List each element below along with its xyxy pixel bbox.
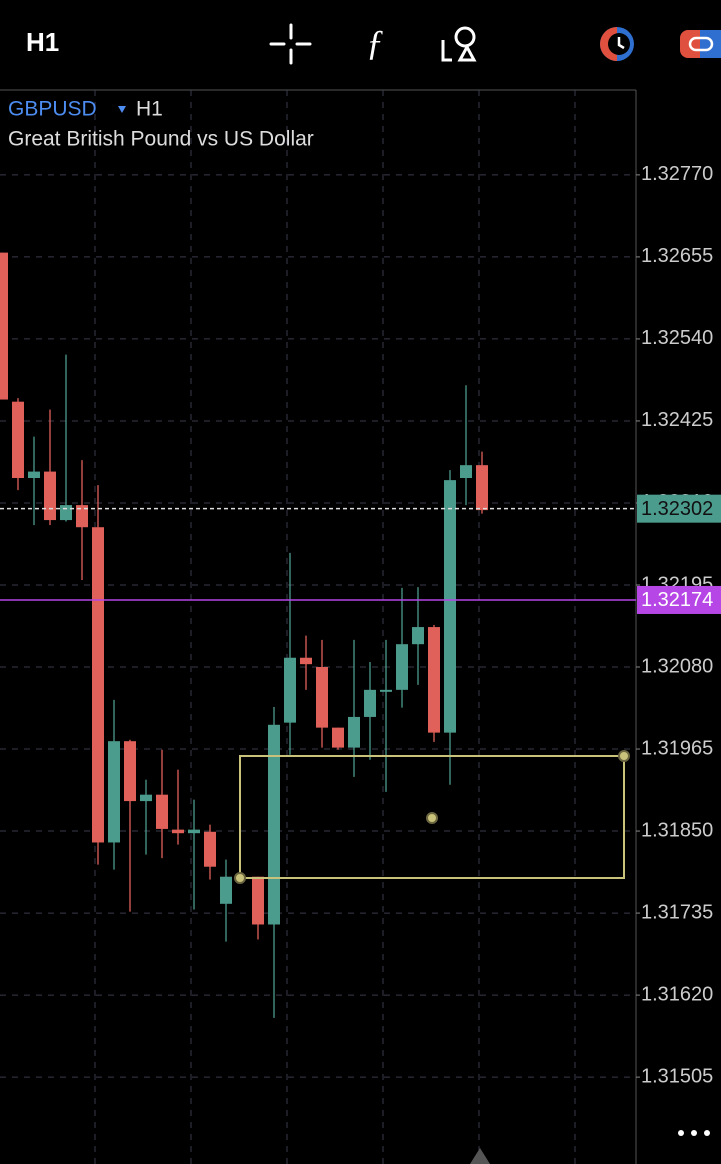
symbol-dropdown[interactable] (118, 106, 126, 113)
symbol[interactable]: GBPUSD (8, 98, 97, 121)
y-tick-label: 1.32425 (641, 409, 713, 431)
y-tick-label: 1.32540 (641, 327, 713, 349)
candle-body (108, 741, 120, 843)
candle-body (444, 480, 456, 733)
candle-body (300, 657, 312, 665)
timeframe-button[interactable]: H1 (26, 27, 59, 57)
level-label: 1.32174 (641, 589, 713, 611)
candle-body (332, 727, 344, 748)
y-tick-label: 1.31850 (641, 819, 713, 841)
candle-body (204, 831, 216, 867)
more-button[interactable] (678, 1130, 710, 1136)
bid-label: 1.32302 (641, 498, 713, 520)
candle-body (476, 465, 488, 511)
candle-body (396, 644, 408, 690)
candle-body (220, 876, 232, 904)
candle-body (188, 829, 200, 834)
crosshair-icon[interactable] (269, 23, 312, 65)
trade-icon[interactable] (680, 30, 721, 58)
candle-body (12, 401, 24, 479)
candle-body (156, 794, 168, 829)
candle-body (364, 689, 376, 717)
history-icon[interactable] (600, 27, 634, 61)
chart-timeframe: H1 (136, 98, 163, 121)
candle-body (0, 252, 8, 400)
candle-body (412, 627, 424, 645)
scroll-marker (470, 1148, 490, 1164)
objects-icon[interactable] (441, 26, 477, 62)
y-tick-label: 1.32770 (641, 163, 713, 185)
candle-body (460, 465, 472, 479)
candle-body (252, 876, 264, 925)
y-tick-label: 1.31965 (641, 737, 713, 759)
y-tick-label: 1.32655 (641, 245, 713, 267)
level-label-box (637, 585, 721, 614)
candle-body (284, 657, 296, 723)
symbol-description: Great British Pound vs US Dollar (8, 128, 314, 151)
candle-body (92, 527, 104, 843)
bid-label-box (637, 494, 721, 523)
y-tick-label: 1.31620 (641, 983, 713, 1005)
y-tick-label: 1.31505 (641, 1065, 713, 1087)
candle-body (268, 724, 280, 925)
candle-body (172, 829, 184, 834)
y-tick-label: 1.32080 (641, 655, 713, 677)
candle-body (140, 794, 152, 802)
overlay: 1.32302 1.32174 (0, 494, 721, 614)
candle-body (76, 505, 88, 528)
rectangle-object[interactable] (234, 750, 630, 884)
candle-body (60, 505, 72, 521)
candle-body (428, 627, 440, 733)
candle-body (28, 471, 40, 479)
candle-body (316, 667, 328, 728)
candle-body (380, 689, 392, 692)
candle-body (124, 741, 136, 802)
indicators-icon[interactable]: ƒ (366, 22, 384, 62)
candle-body (44, 471, 56, 521)
candle-body (348, 716, 360, 748)
y-tick-label: 1.31735 (641, 901, 713, 923)
plot-area: 1.327701.326551.325401.324251.323101.321… (0, 163, 713, 1087)
